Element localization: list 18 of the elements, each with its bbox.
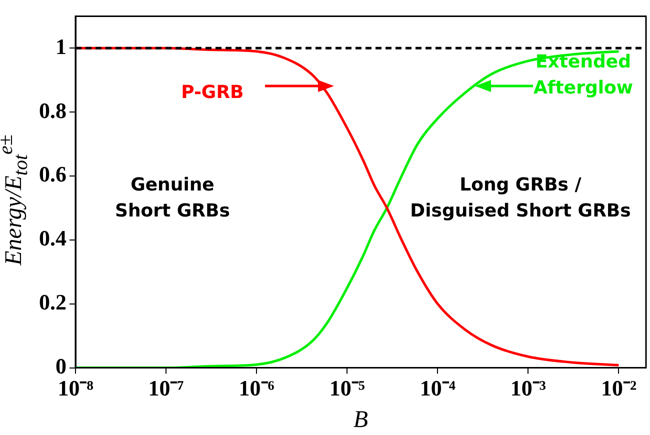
annotation: Genuine Short GRBs [115, 174, 230, 222]
x-tick-label: 10⁻⁸ [58, 376, 94, 401]
legend-label: Extended Afterglow [533, 52, 634, 99]
x-tick-label: 10⁻⁴ [420, 376, 456, 401]
y-tick-label: 0.2 [39, 290, 66, 315]
y-tick-label: 0.8 [39, 98, 66, 123]
x-tick-label: 10⁻⁶ [238, 376, 275, 401]
y-tick-label: 1 [56, 34, 66, 59]
x-tick-label: 10⁻³ [510, 376, 546, 401]
y-tick-label: 0 [56, 353, 66, 378]
x-tick-label: 10⁻² [600, 376, 637, 401]
y-tick-label: 0.6 [39, 162, 66, 187]
x-tick-label: 10⁻⁷ [148, 376, 184, 401]
series-label: P-GRB [181, 82, 244, 104]
y-tick-label: 0.4 [39, 226, 66, 251]
x-axis-title: B [353, 406, 368, 433]
x-tick-label: 10⁻⁵ [329, 376, 366, 401]
annotation: Long GRBs / Disguised Short GRBs [410, 174, 631, 222]
